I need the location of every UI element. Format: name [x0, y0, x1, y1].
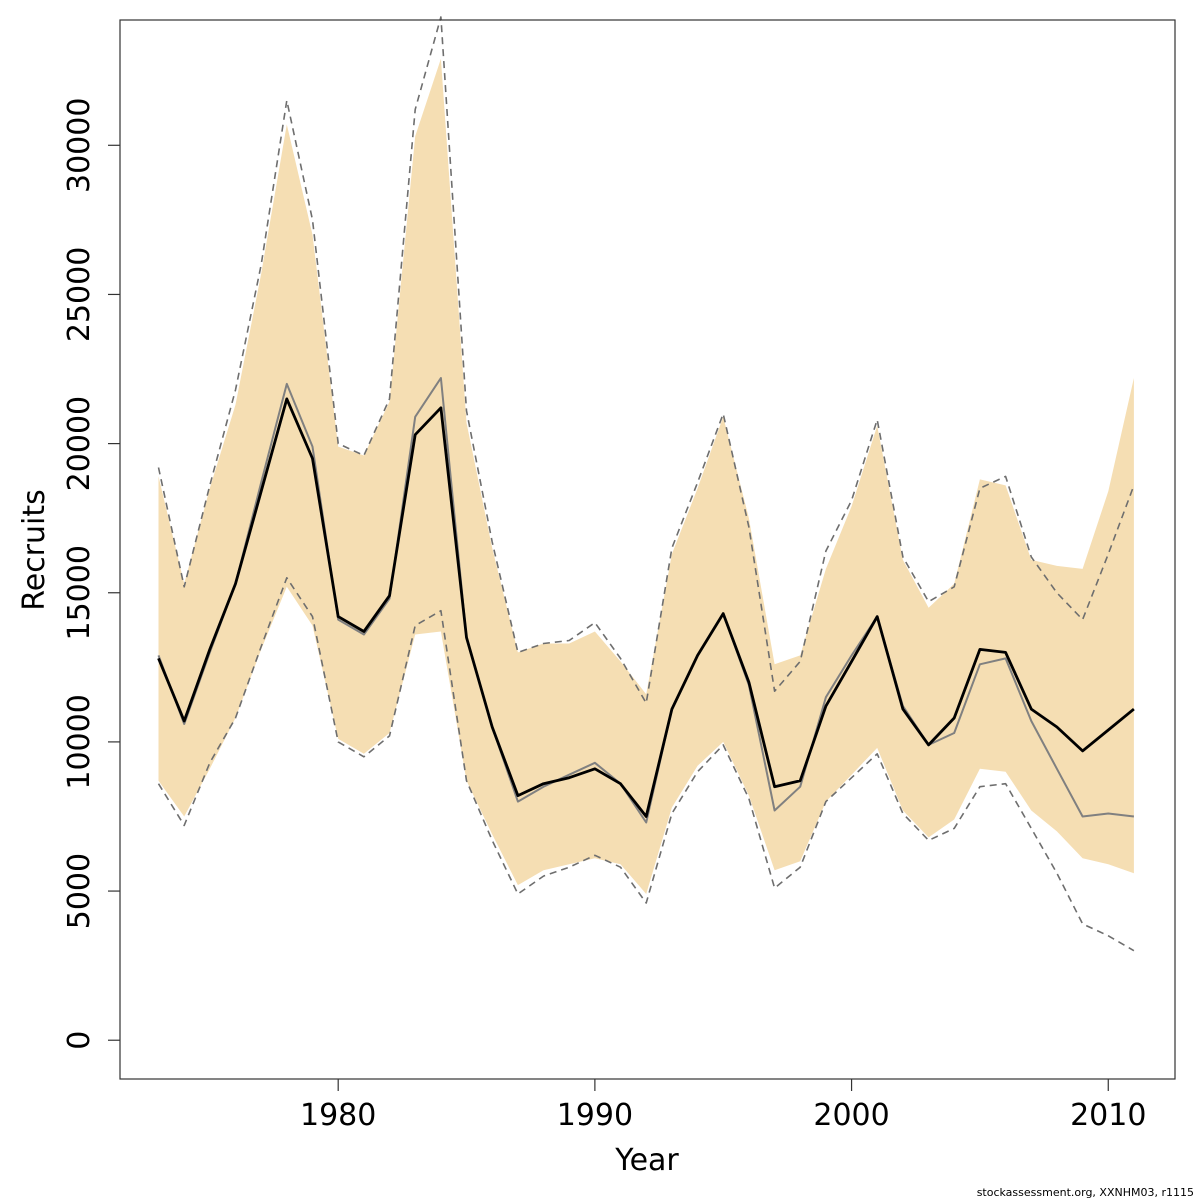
x-axis: 1980 1990 2000 2010 — [300, 1079, 1146, 1133]
credit-text: stockassessment.org, XXNHM03, r1115 — [977, 1186, 1194, 1199]
previous-upper-line — [157, 16, 1135, 704]
y-tick-label: 20000 — [62, 396, 97, 491]
confidence-band — [158, 58, 1134, 895]
previous-lower-line — [157, 576, 1135, 952]
estimate-line — [157, 397, 1135, 818]
y-tick-label: 25000 — [62, 247, 97, 342]
y-tick-label: 0 — [62, 1031, 97, 1050]
y-axis-title: Recruits — [17, 489, 52, 611]
series-lines-layer — [157, 16, 1135, 952]
y-tick-label: 10000 — [62, 694, 97, 789]
y-tick-label: 5000 — [62, 853, 97, 929]
x-tick-label: 2000 — [813, 1098, 889, 1133]
x-tick-label: 2010 — [1070, 1098, 1146, 1133]
x-axis-title: Year — [614, 1143, 679, 1178]
y-tick-label: 15000 — [62, 545, 97, 640]
x-tick-label: 1990 — [557, 1098, 633, 1133]
y-axis: 0 5000 10000 15000 20000 25000 30000 — [62, 98, 120, 1050]
plot-frame — [119, 19, 1176, 1080]
confidence-band-layer — [158, 58, 1134, 895]
x-tick-label: 1980 — [300, 1098, 376, 1133]
y-tick-label: 30000 — [62, 98, 97, 193]
